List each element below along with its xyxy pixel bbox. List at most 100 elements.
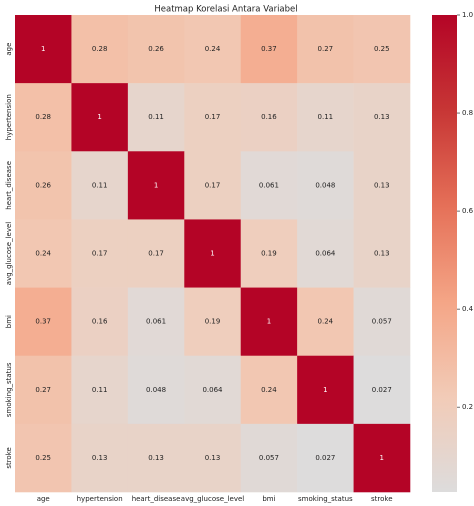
heatmap-cell	[353, 151, 411, 220]
heatmap-cell	[240, 15, 298, 84]
heatmap-cell	[353, 287, 411, 357]
heatmap-cell	[127, 15, 185, 84]
heatmap-cell	[15, 355, 72, 425]
cell-label: 0.13	[205, 454, 221, 462]
heatmap-cell	[127, 287, 185, 357]
heatmap-cell	[71, 219, 129, 288]
cell-label: 0.11	[92, 386, 108, 394]
heatmap-cell	[15, 423, 72, 493]
cell-label: 0.25	[35, 454, 51, 462]
cell-label: 0.16	[92, 318, 108, 326]
cell-label: 0.28	[35, 113, 51, 121]
cell-label: 0.17	[205, 181, 221, 189]
chart-title: Heatmap Korelasi Antara Variabel	[154, 5, 297, 15]
x-tick-label: age	[37, 495, 50, 503]
cell-label: 0.13	[148, 454, 164, 462]
cell-label: 1	[210, 250, 214, 258]
cell-label: 0.37	[35, 318, 51, 326]
cell-label: 0.26	[35, 181, 51, 189]
colorbar	[432, 15, 457, 492]
heatmap-cell	[240, 83, 298, 152]
cell-label: 0.13	[374, 113, 390, 121]
heatmap-cell	[71, 355, 129, 425]
heatmap-cell	[297, 151, 354, 220]
cell-label: 0.37	[261, 45, 277, 53]
cell-label: 1	[267, 318, 271, 326]
heatmap-cell	[127, 423, 185, 493]
y-tick-label: heart_disease	[5, 161, 13, 210]
cell-label: 0.17	[148, 250, 164, 258]
cell-label: 0.24	[205, 45, 221, 53]
cell-label: 0.28	[92, 45, 108, 53]
heatmap-cell	[240, 219, 298, 288]
y-tick-label: hypertension	[5, 94, 13, 140]
heatmap-cell	[15, 287, 72, 357]
colorbar-tick-label: 0.8	[462, 109, 473, 117]
heatmap-cell	[297, 219, 354, 288]
cell-label: 1	[154, 181, 158, 189]
heatmap-cell	[297, 423, 354, 493]
cell-label: 1	[323, 386, 327, 394]
heatmap-cell	[71, 83, 129, 152]
heatmap-cell	[184, 287, 242, 357]
cell-label: 0.027	[315, 454, 335, 462]
cell-label: 0.25	[374, 45, 390, 53]
cell-label: 0.11	[92, 181, 108, 189]
cell-label: 0.26	[148, 45, 164, 53]
colorbar-tick-label: 0.4	[462, 305, 474, 313]
cell-label: 0.11	[318, 113, 334, 121]
colorbar-tick-label: 0.2	[462, 403, 473, 411]
cell-label: 0.24	[261, 386, 277, 394]
heatmap-cell	[71, 15, 129, 84]
cell-label: 1	[380, 454, 384, 462]
y-tick-label: smoking_status	[5, 362, 13, 417]
cell-label: 0.048	[146, 386, 166, 394]
heatmap-cell	[353, 83, 411, 152]
heatmap-cell	[15, 83, 72, 152]
x-tick-label: hypertension	[77, 495, 123, 503]
heatmap-cell	[127, 355, 185, 425]
cell-label: 0.19	[205, 318, 221, 326]
cell-label: 1	[41, 45, 45, 53]
heatmap-cell	[127, 83, 185, 152]
cell-label: 0.24	[35, 250, 51, 258]
cell-label: 0.24	[318, 318, 334, 326]
heatmap-cell	[184, 151, 242, 220]
cell-label: 0.027	[372, 386, 392, 394]
cell-label: 0.27	[35, 386, 51, 394]
heatmap-cell	[15, 151, 72, 220]
heatmap-cell	[353, 355, 411, 425]
x-tick-label: heart_disease	[132, 495, 181, 503]
colorbar-tick-label: 1.0	[462, 11, 473, 19]
heatmap-cell	[127, 151, 185, 220]
cell-label: 0.16	[261, 113, 277, 121]
heatmap-cell	[297, 355, 354, 425]
heatmap-cell	[240, 151, 298, 220]
x-tick-label: smoking_status	[298, 495, 353, 503]
cell-label: 0.13	[92, 454, 108, 462]
cell-label: 0.064	[202, 386, 223, 394]
cell-label: 0.061	[259, 181, 279, 189]
heatmap-cell	[353, 219, 411, 288]
x-tick-label: stroke	[371, 495, 393, 503]
cell-label: 0.061	[146, 318, 166, 326]
heatmap-cell	[71, 423, 129, 493]
heatmap-cell	[184, 355, 242, 425]
cell-label: 0.17	[92, 250, 108, 258]
heatmap-cell	[184, 83, 242, 152]
cell-label: 0.11	[148, 113, 164, 121]
cell-label: 0.27	[318, 45, 334, 53]
heatmap-cell	[127, 219, 185, 288]
heatmap-cell	[353, 15, 411, 84]
heatmap-cell	[297, 83, 354, 152]
heatmap-cell	[353, 423, 411, 493]
x-tick-label: bmi	[262, 495, 275, 503]
cell-label: 0.13	[374, 250, 390, 258]
cell-label: 0.064	[315, 250, 336, 258]
colorbar-tick-label: 0.6	[462, 207, 474, 215]
cell-label: 0.19	[261, 250, 277, 258]
heatmap-cell	[184, 15, 242, 84]
heatmap-cell	[240, 287, 298, 357]
